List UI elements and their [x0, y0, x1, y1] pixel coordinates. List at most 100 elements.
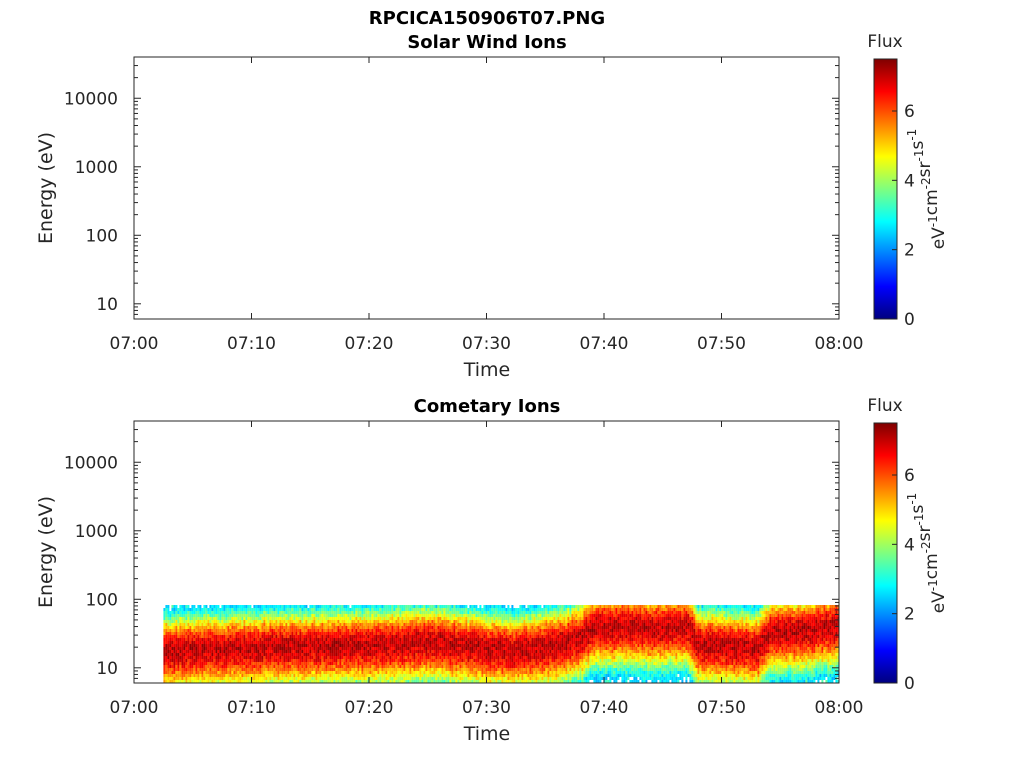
flux-cell — [431, 629, 434, 632]
flux-cell — [525, 674, 528, 677]
flux-cell — [453, 659, 456, 662]
flux-cell — [385, 680, 388, 683]
flux-cell — [163, 629, 166, 632]
flux-cell — [461, 659, 464, 662]
flux-cell — [537, 614, 540, 617]
flux-cell — [275, 665, 278, 668]
flux-cell — [331, 638, 334, 641]
flux-cell — [299, 662, 302, 665]
flux-cell — [257, 626, 260, 629]
flux-cell — [525, 656, 528, 659]
flux-cell — [413, 629, 416, 632]
flux-cell — [195, 671, 198, 674]
flux-cell — [449, 656, 452, 659]
flux-cell — [393, 677, 396, 680]
flux-cell — [205, 611, 208, 614]
flux-cell — [345, 644, 348, 647]
flux-cell — [383, 644, 386, 647]
flux-cell — [169, 626, 172, 629]
flux-cell — [517, 647, 520, 650]
flux-cell — [177, 617, 180, 620]
flux-cell — [363, 611, 366, 614]
flux-cell — [189, 647, 192, 650]
flux-cell — [255, 641, 258, 644]
flux-cell — [321, 671, 324, 674]
flux-cell — [215, 656, 218, 659]
flux-cell — [217, 668, 220, 671]
flux-cell — [313, 665, 316, 668]
flux-cell — [269, 629, 272, 632]
flux-cell — [355, 629, 358, 632]
flux-cell — [281, 632, 284, 635]
flux-cell — [269, 653, 272, 656]
flux-cell — [299, 668, 302, 671]
flux-cell — [225, 677, 228, 680]
flux-cell — [485, 674, 488, 677]
flux-cell — [359, 641, 362, 644]
flux-cell — [507, 611, 510, 614]
flux-cell — [499, 665, 502, 668]
flux-cell — [231, 650, 234, 653]
flux-cell — [523, 668, 526, 671]
flux-cell — [425, 647, 428, 650]
flux-cell — [473, 674, 476, 677]
flux-cell — [165, 656, 168, 659]
flux-cell — [167, 647, 170, 650]
flux-cell — [483, 626, 486, 629]
flux-cell — [477, 614, 480, 617]
flux-cell — [411, 614, 414, 617]
flux-cell — [441, 623, 444, 626]
flux-cell — [239, 614, 242, 617]
flux-cell — [283, 665, 286, 668]
flux-cell — [211, 638, 214, 641]
flux-cell — [337, 641, 340, 644]
flux-cell — [463, 671, 466, 674]
flux-cell — [441, 614, 444, 617]
flux-cell — [315, 680, 318, 683]
flux-cell — [251, 674, 254, 677]
flux-cell — [519, 623, 522, 626]
flux-cell — [305, 611, 308, 614]
flux-cell — [395, 650, 398, 653]
flux-cell — [163, 668, 166, 671]
flux-cell — [391, 653, 394, 656]
flux-cell — [527, 644, 530, 647]
flux-cell — [453, 680, 456, 683]
flux-cell — [337, 650, 340, 653]
flux-cell — [513, 608, 516, 611]
flux-cell — [245, 668, 248, 671]
flux-cell — [389, 668, 392, 671]
flux-cell — [187, 680, 190, 683]
flux-cell — [327, 641, 330, 644]
flux-cell — [259, 617, 262, 620]
flux-cell — [507, 677, 510, 680]
flux-cell — [507, 674, 510, 677]
flux-cell — [313, 629, 316, 632]
flux-cell — [439, 641, 442, 644]
flux-cell — [385, 647, 388, 650]
flux-cell — [391, 611, 394, 614]
flux-cell — [415, 665, 418, 668]
flux-cell — [221, 605, 224, 608]
flux-cell — [465, 617, 468, 620]
flux-cell — [209, 677, 212, 680]
flux-cell — [281, 629, 284, 632]
flux-cell — [301, 674, 304, 677]
flux-cell — [257, 641, 260, 644]
flux-cell — [391, 638, 394, 641]
flux-cell — [295, 617, 298, 620]
flux-cell — [405, 638, 408, 641]
flux-cell — [427, 680, 430, 683]
flux-cell — [459, 650, 462, 653]
flux-cell — [451, 668, 454, 671]
flux-cell — [507, 605, 510, 608]
flux-cell — [269, 650, 272, 653]
flux-cell — [273, 641, 276, 644]
flux-cell — [213, 641, 216, 644]
flux-cell — [323, 647, 326, 650]
flux-cell — [489, 620, 492, 623]
flux-cell — [339, 644, 342, 647]
flux-cell — [417, 620, 420, 623]
flux-cell — [325, 614, 328, 617]
flux-cell — [495, 653, 498, 656]
